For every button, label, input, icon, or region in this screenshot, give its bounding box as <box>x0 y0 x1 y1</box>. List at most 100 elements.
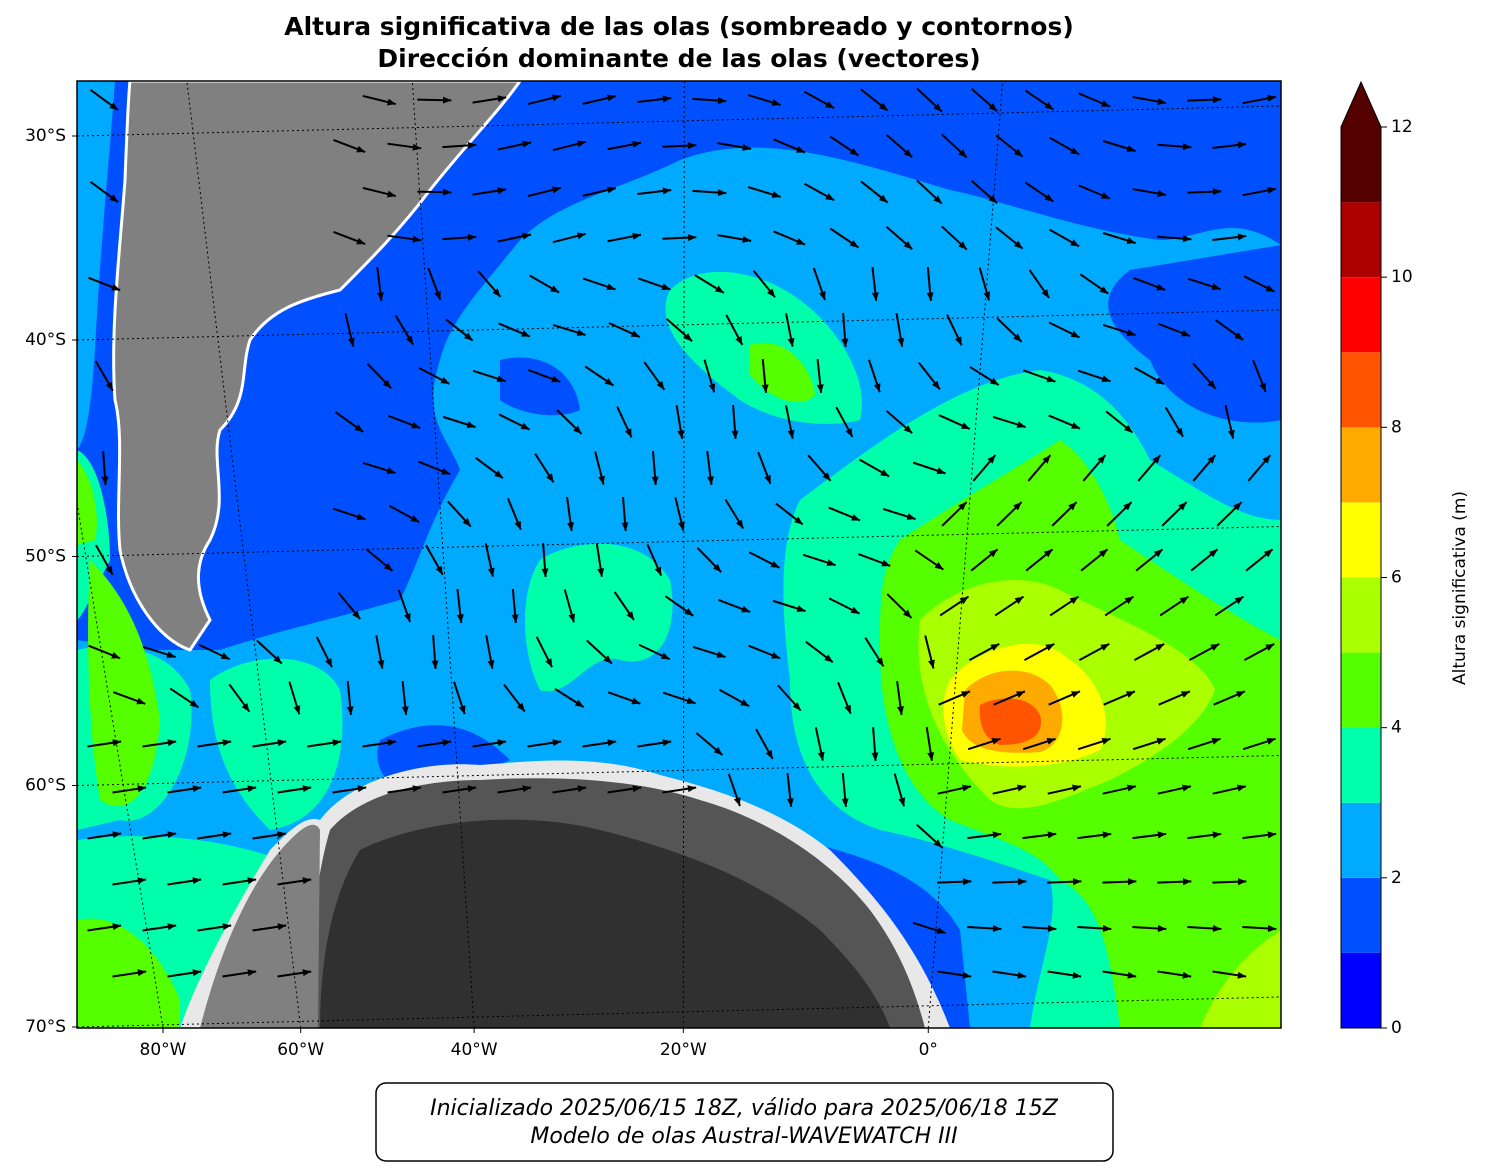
wave-zone-3 <box>525 543 673 692</box>
wave-vector-head <box>927 752 935 761</box>
wave-vector-head <box>354 424 364 432</box>
wave-vector-head <box>934 562 944 570</box>
wave-vector-head <box>1123 424 1133 433</box>
wave-vector-head <box>1041 289 1050 298</box>
wave-vector-head <box>958 149 967 158</box>
chart-title: Altura significativa de las olas (sombre… <box>284 12 1074 41</box>
wave-vector-head <box>1210 643 1220 651</box>
wave-vector-head <box>277 923 287 931</box>
wave-vector-head <box>412 143 422 151</box>
wave-vector-head <box>220 652 230 660</box>
wave-vector-head <box>137 877 147 885</box>
wave-vector-head <box>1157 98 1167 105</box>
wave-vector-head <box>551 94 561 102</box>
wave-vector-head <box>687 142 697 150</box>
wave-vector-head <box>683 333 693 342</box>
wave-vector-head <box>954 336 962 346</box>
wave-vector-head <box>1017 878 1027 886</box>
wave-vector-head <box>958 241 967 250</box>
wave-vector-head <box>1070 147 1080 155</box>
wave-vector-head <box>497 739 507 747</box>
wave-vector-head <box>167 831 177 839</box>
wave-vector-head <box>787 337 795 347</box>
wave-vector-head <box>405 335 414 345</box>
wave-vector-head <box>546 473 554 483</box>
wave-vector-head <box>1098 549 1108 558</box>
wave-vector-head <box>1182 878 1192 886</box>
wave-vector-head <box>881 559 891 567</box>
wave-vector-head <box>386 190 396 198</box>
wave-vector-head <box>192 969 202 977</box>
wave-vector-head <box>1155 377 1165 385</box>
wave-vector-head <box>1156 737 1166 745</box>
wave-vector-head <box>712 563 722 573</box>
wave-vector-head <box>818 291 826 301</box>
colorbar-tick-label: 6 <box>1391 568 1402 588</box>
wave-vector-head <box>1044 193 1054 202</box>
wave-vector-head <box>521 330 531 337</box>
wave-vector-head <box>112 923 122 931</box>
wave-vector-head <box>1013 148 1023 157</box>
wave-vector-head <box>765 749 773 759</box>
wave-vector-head <box>1127 784 1136 792</box>
wave-vector-head <box>1153 549 1163 558</box>
wave-vector-head <box>1179 596 1189 605</box>
wave-vector-head <box>1097 455 1106 464</box>
wave-vector-head <box>962 784 971 792</box>
wave-vector-head <box>166 651 176 658</box>
wave-vector-head <box>105 381 113 391</box>
wave-vector-head <box>662 187 672 195</box>
antarctic-peninsula <box>200 824 320 1028</box>
wave-vector-head <box>632 232 642 240</box>
wave-vector-head <box>550 285 560 293</box>
wave-vector-head <box>990 643 1000 651</box>
wave-vector-head <box>552 739 562 747</box>
y-tick-label: 70°S <box>25 1017 66 1037</box>
x-tick-label: 80°W <box>140 1040 187 1060</box>
wave-vector-head <box>1068 502 1077 511</box>
wave-vector-head <box>466 421 476 428</box>
wave-vector-head <box>962 971 972 979</box>
wave-vector-head <box>849 147 859 156</box>
wave-vector-head <box>412 785 422 793</box>
colorbar-band <box>1341 652 1381 728</box>
wave-vector-head <box>247 969 257 977</box>
wave-vector-head <box>522 232 531 240</box>
wave-vector-head <box>1013 240 1023 249</box>
low-wave-zone <box>1108 245 1281 423</box>
wave-vector-head <box>497 187 507 195</box>
wave-vector-head <box>386 98 396 106</box>
wave-vector-head <box>1267 186 1277 194</box>
wave-vector-head <box>1267 831 1277 839</box>
wave-vector-head <box>1157 924 1167 932</box>
wave-vector-head <box>897 706 904 715</box>
wave-vector-head <box>851 514 861 521</box>
wave-vector-head <box>631 697 641 705</box>
wave-vector-head <box>660 652 670 660</box>
wave-vector-head <box>1182 143 1192 151</box>
colorbar-band <box>1341 802 1381 878</box>
wave-vector-head <box>1212 924 1222 932</box>
wave-vector-head <box>624 428 632 438</box>
wave-vector-head <box>1045 643 1055 651</box>
wave-vector-head <box>1124 596 1134 605</box>
wave-vector-head <box>878 194 888 203</box>
footer-box <box>375 1082 1114 1162</box>
wave-vector-head <box>928 659 935 669</box>
wave-vector-head <box>1099 286 1109 294</box>
wave-vector-head <box>383 562 393 571</box>
colorbar-band <box>1341 877 1381 953</box>
wave-vector-head <box>770 560 780 568</box>
wave-vector-head <box>1127 971 1137 979</box>
wave-vector-head <box>992 831 1002 839</box>
wave-vector-head <box>654 566 662 576</box>
wave-vector-head <box>1211 737 1221 745</box>
wave-vector-head <box>1016 421 1026 428</box>
wave-vector-head <box>771 651 781 659</box>
wave-vector-head <box>1237 878 1247 886</box>
wave-vector-head <box>435 565 443 575</box>
wave-vector-head <box>988 195 998 204</box>
wave-vector-head <box>764 474 771 484</box>
grid-line <box>77 996 1281 1028</box>
